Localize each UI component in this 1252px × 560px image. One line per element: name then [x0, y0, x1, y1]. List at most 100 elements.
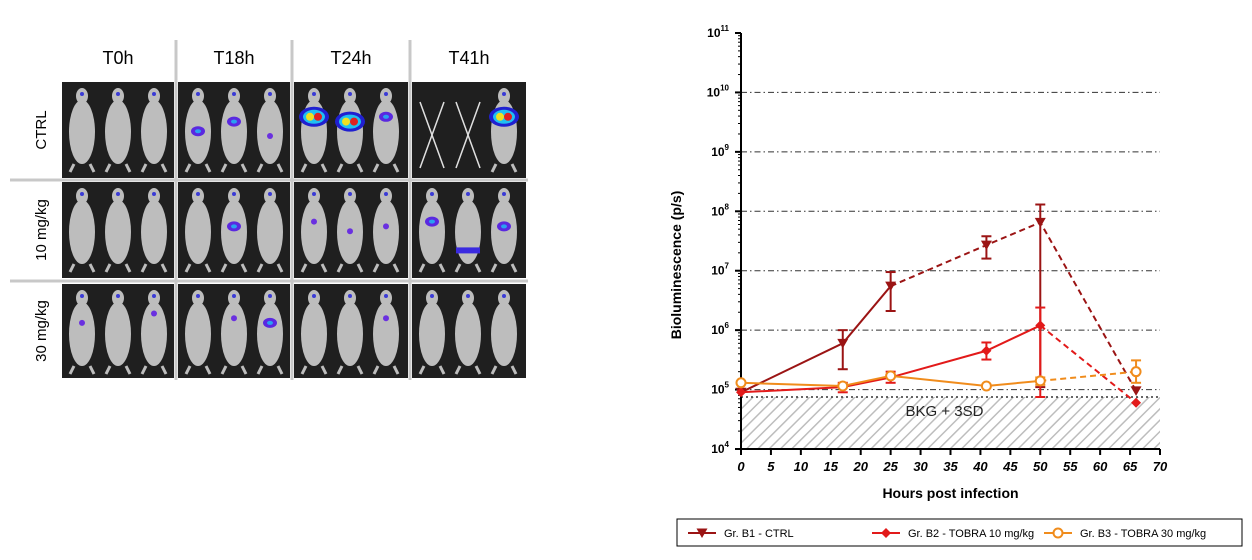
nose-signal	[80, 294, 84, 298]
imaging-cell	[62, 284, 174, 378]
mouse-body	[337, 302, 363, 366]
imaging-cell	[294, 82, 408, 178]
group-label: 10 mg/kg	[33, 199, 50, 261]
mouse-body	[105, 302, 131, 366]
x-tick-label: 10	[794, 459, 809, 474]
legend-label: Gr. B3 - TOBRA 30 mg/kg	[1080, 528, 1206, 540]
mouse-body	[141, 200, 167, 264]
mouse-leg	[88, 263, 96, 273]
y-tick-label: 107	[711, 262, 729, 278]
legend-marker	[881, 528, 891, 538]
y-axis-title: Bioluminescence (p/s)	[668, 191, 684, 340]
signal-spot	[350, 117, 358, 126]
x-tick-label: 50	[1033, 459, 1048, 474]
time-point-label: T24h	[330, 48, 371, 68]
x-tick-label: 65	[1123, 459, 1138, 474]
mouse-leg	[356, 263, 364, 273]
mouse-body	[221, 100, 247, 164]
time-point-label: T18h	[213, 48, 254, 68]
nose-signal	[430, 192, 434, 196]
signal-spot	[306, 112, 314, 121]
series-line-solid	[740, 285, 892, 394]
time-point-label: T0h	[102, 48, 133, 68]
mouse-leg	[372, 263, 380, 273]
mouse-leg	[372, 365, 380, 375]
data-point-ctrl	[1130, 386, 1142, 396]
data-point-tobra30	[837, 380, 849, 392]
data-point-tobra30	[1130, 366, 1142, 378]
mouse-leg	[392, 163, 400, 173]
data-point-tobra10	[981, 345, 992, 356]
signal-spot	[231, 315, 237, 322]
nose-signal	[502, 294, 506, 298]
mouse-leg	[68, 263, 76, 273]
imaging-cell	[294, 182, 408, 278]
legend-label: Gr. B1 - CTRL	[724, 528, 794, 540]
signal-spot	[383, 223, 389, 230]
legend-box	[676, 518, 1243, 547]
nose-signal	[80, 92, 84, 96]
data-point-ctrl	[885, 281, 897, 292]
mouse-body	[221, 200, 247, 264]
mouse-body	[301, 200, 327, 264]
mouse-leg	[336, 365, 344, 375]
mouse-leg	[392, 263, 400, 273]
mouse-leg	[104, 163, 112, 173]
group-label: 30 mg/kg	[33, 300, 50, 362]
nose-signal	[312, 192, 316, 196]
x-tick-label: 55	[1063, 459, 1078, 474]
y-tick-label: 106	[711, 321, 729, 337]
nose-signal	[268, 294, 272, 298]
signal-spot	[456, 247, 480, 254]
mouse-body	[185, 200, 211, 264]
signal-spot	[347, 228, 353, 235]
mouse-leg	[336, 163, 344, 173]
data-point-tobra30	[980, 380, 992, 392]
mouse-leg	[160, 163, 168, 173]
imaging-cell	[62, 182, 174, 278]
mouse-leg	[124, 365, 132, 375]
x-tick-label: 0	[737, 459, 745, 474]
mouse-leg	[300, 263, 308, 273]
data-point-tobra30	[735, 377, 747, 389]
signal-spot	[267, 133, 273, 139]
mouse-body	[491, 302, 517, 366]
nose-signal	[384, 192, 388, 196]
mouse-leg	[240, 163, 248, 173]
group-label: CTRL	[33, 110, 50, 149]
signal-spot	[383, 315, 389, 322]
mouse-leg	[418, 365, 426, 375]
signal-spot	[311, 218, 317, 225]
signal-spot	[429, 219, 435, 224]
imaging-cell	[294, 284, 408, 378]
mouse-leg	[276, 163, 284, 173]
mouse-body	[337, 100, 363, 164]
mouse-body	[105, 200, 131, 264]
mouse-leg	[474, 365, 482, 375]
mouse-body	[257, 100, 283, 164]
mouse-body	[69, 302, 95, 366]
nose-signal	[116, 192, 120, 196]
data-point-tobra30	[885, 370, 897, 382]
x-tick-label: 40	[972, 459, 988, 474]
nose-signal	[116, 92, 120, 96]
legend-marker	[1052, 527, 1064, 539]
imaging-cell	[178, 284, 290, 378]
mouse-leg	[140, 263, 148, 273]
mouse-leg	[184, 263, 192, 273]
mouse-leg	[392, 365, 400, 375]
nose-signal	[196, 294, 200, 298]
mouse-leg	[104, 263, 112, 273]
nose-signal	[196, 92, 200, 96]
nose-signal	[348, 192, 352, 196]
series-line-dashed	[1040, 370, 1137, 382]
mouse-body	[301, 302, 327, 366]
x-tick-label: 20	[852, 459, 868, 474]
series-3	[735, 359, 1142, 392]
mouse-body	[491, 200, 517, 264]
data-point-ctrl	[1034, 217, 1046, 228]
signal-spot	[267, 320, 273, 325]
imaging-cell	[412, 284, 526, 378]
mouse-leg	[276, 365, 284, 375]
mouse-leg	[240, 365, 248, 375]
